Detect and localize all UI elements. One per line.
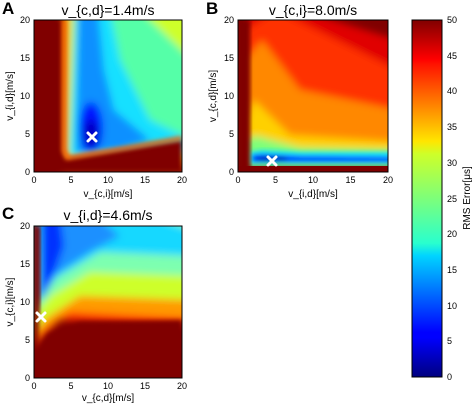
panel-a-title: v_{c,d}=1.4m/s [61,2,154,18]
tick-label: 15 [20,53,30,63]
tick-label: 0 [25,167,30,177]
panel-a-ylabel: v_{i,d}[m/s] [5,71,16,121]
panel-c-marker [35,311,47,323]
panel-c-xticks: 0 5 10 15 20 [31,381,187,391]
tick-label: 10 [20,297,30,307]
colorbar: 0 5 10 15 20 25 30 35 40 45 50 RMS Error… [411,15,473,382]
tick-label: 10 [224,91,234,101]
colorbar-gradient [412,20,442,377]
panel-b-heatmap [238,20,388,172]
panel-a-xlabel: v_{c,i}[m/s] [84,189,133,200]
tick-label: 5 [68,381,73,391]
colorbar-frame [411,19,443,378]
tick-label: 35 [447,122,457,132]
tick-label: 10 [308,175,318,185]
tick-label: 5 [447,336,452,346]
tick-label: 20 [20,221,30,231]
colorbar-ticks: 0 5 10 15 20 25 30 35 40 45 50 [447,15,457,382]
tick-label: 15 [345,175,355,185]
tick-label: 10 [20,91,30,101]
panel-b-marker [266,155,278,167]
tick-label: 10 [447,301,457,311]
tick-label: 0 [229,167,234,177]
panel-c-frame [33,225,183,379]
panel-c-yticks: 0 5 10 15 20 [20,221,30,383]
tick-label: 45 [447,51,457,61]
tick-label: 10 [103,381,113,391]
panel-a-xticks: 0 5 10 15 20 [31,175,187,185]
panel-b-ylabel: v_{c,d}[m/s] [208,70,219,122]
tick-label: 20 [224,15,234,25]
panel-c-title: v_{i,d}=4.6m/s [63,207,152,223]
panel-b-letter: B [206,0,218,18]
tick-label: 5 [25,129,30,139]
tick-label: 20 [20,15,30,25]
tick-label: 25 [447,194,457,204]
panel-c-heatmap [34,226,182,378]
tick-label: 0 [31,381,36,391]
tick-label: 0 [25,373,30,383]
panel-b-yticks: 0 5 10 15 20 [224,15,234,177]
tick-label: 15 [140,175,150,185]
tick-label: 5 [68,175,73,185]
panel-a-heatmap [34,20,182,172]
panel-b-frame [237,19,389,173]
tick-label: 15 [224,53,234,63]
tick-label: 0 [447,372,452,382]
panel-a-letter: A [2,0,14,18]
tick-label: 15 [20,259,30,269]
panel-a-yticks: 0 5 10 15 20 [20,15,30,177]
tick-label: 5 [25,335,30,345]
tick-label: 15 [447,265,457,275]
tick-label: 10 [103,175,113,185]
tick-label: 20 [447,229,457,239]
tick-label: 20 [177,175,187,185]
panel-a: A v_{c,d}=1.4m/s 0 5 [2,0,187,200]
panel-b: B v_{c,i}=8.0m/s 0 [206,0,393,200]
tick-label: 5 [273,175,278,185]
tick-label: 0 [235,175,240,185]
panel-b-xlabel: v_{i,d}[m/s] [288,189,338,200]
tick-label: 15 [140,381,150,391]
tick-label: 50 [447,15,457,25]
panel-c-ylabel: v_{c,i}[m/s] [5,277,16,326]
panel-a-frame [33,19,183,173]
panel-c: C v_{i,d}=4.6m/s 0 5 10 15 [2,204,187,404]
panel-b-title: v_{c,i}=8.0m/s [269,2,357,18]
tick-label: 20 [383,175,393,185]
tick-label: 30 [447,158,457,168]
panel-c-letter: C [2,204,14,223]
panel-a-marker [86,131,98,143]
colorbar-label: RMS Error[μs] [462,166,473,230]
tick-label: 20 [177,381,187,391]
tick-label: 40 [447,86,457,96]
panel-c-xlabel: v_{c,d}[m/s] [82,393,134,404]
tick-label: 5 [229,129,234,139]
panel-b-xticks: 0 5 10 15 20 [235,175,393,185]
tick-label: 0 [31,175,36,185]
